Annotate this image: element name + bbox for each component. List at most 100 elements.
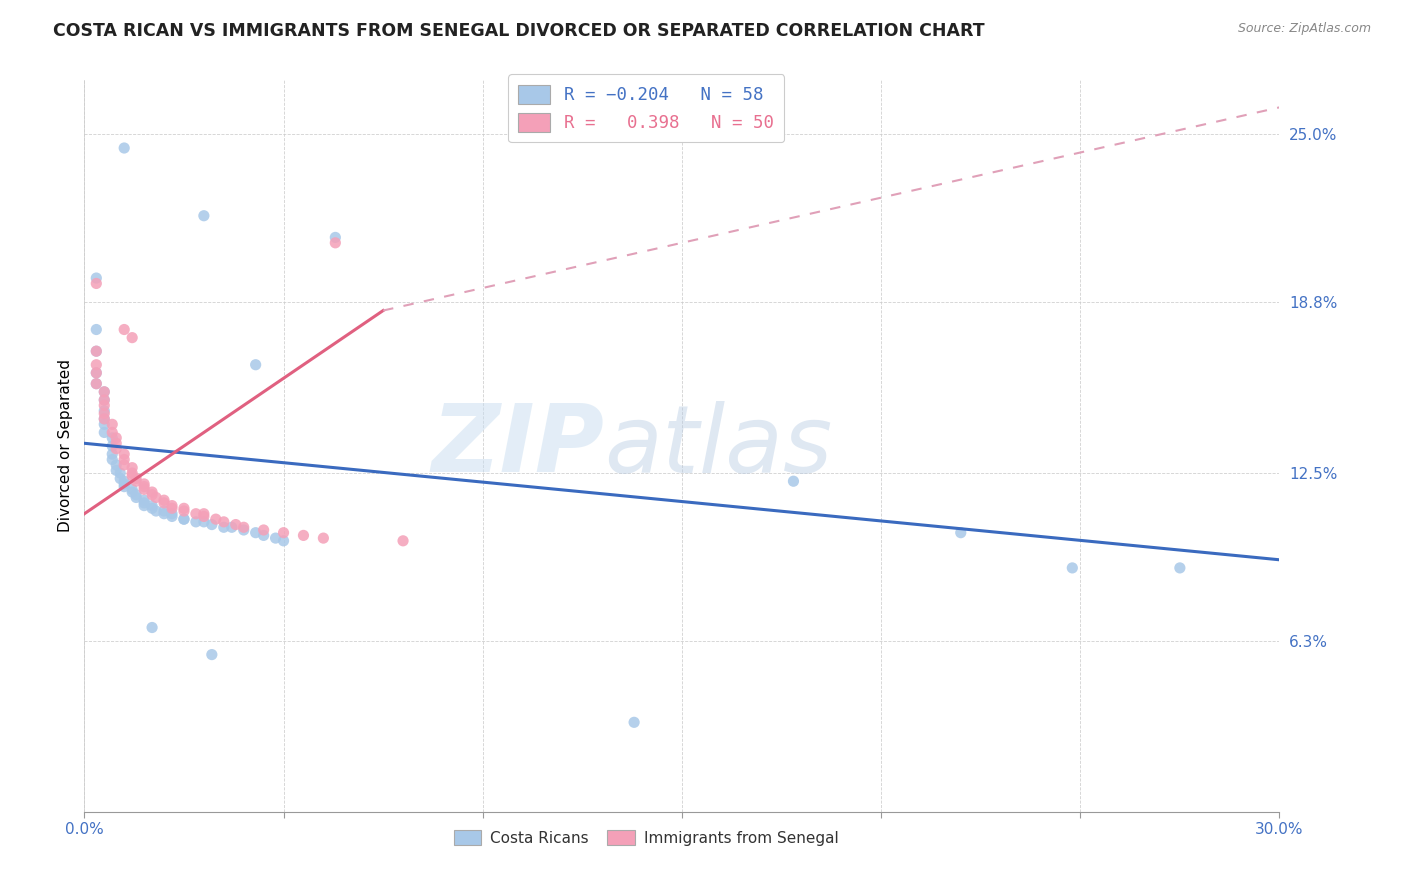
Point bbox=[112, 477, 135, 491]
Point bbox=[86, 376, 108, 391]
Point bbox=[145, 504, 167, 518]
Point bbox=[153, 504, 176, 518]
Point bbox=[160, 507, 183, 521]
Point bbox=[173, 504, 195, 518]
Point bbox=[132, 493, 156, 508]
Point bbox=[86, 344, 108, 359]
Point bbox=[93, 384, 115, 399]
Point bbox=[325, 230, 347, 244]
Point bbox=[132, 477, 156, 491]
Point bbox=[292, 528, 315, 542]
Point bbox=[101, 452, 124, 467]
Point bbox=[112, 141, 135, 155]
Point bbox=[160, 501, 183, 516]
Point bbox=[101, 439, 124, 453]
Point bbox=[623, 715, 645, 730]
Point bbox=[125, 471, 148, 485]
Point bbox=[121, 483, 143, 497]
Point bbox=[86, 376, 108, 391]
Point bbox=[132, 483, 156, 497]
Point bbox=[110, 471, 132, 485]
Point bbox=[245, 525, 267, 540]
Legend: Costa Ricans, Immigrants from Senegal: Costa Ricans, Immigrants from Senegal bbox=[447, 823, 845, 852]
Point bbox=[86, 271, 108, 285]
Point bbox=[86, 366, 108, 380]
Point bbox=[132, 480, 156, 494]
Point bbox=[1062, 561, 1084, 575]
Point bbox=[101, 447, 124, 461]
Point bbox=[173, 501, 195, 516]
Point bbox=[160, 499, 183, 513]
Point bbox=[153, 496, 176, 510]
Point bbox=[153, 493, 176, 508]
Point bbox=[110, 466, 132, 480]
Point bbox=[184, 515, 207, 529]
Point bbox=[212, 515, 235, 529]
Point bbox=[153, 507, 176, 521]
Point bbox=[232, 523, 254, 537]
Point bbox=[132, 499, 156, 513]
Point bbox=[112, 447, 135, 461]
Point bbox=[141, 499, 163, 513]
Point bbox=[253, 523, 276, 537]
Point bbox=[141, 501, 163, 516]
Point bbox=[205, 512, 228, 526]
Point bbox=[125, 474, 148, 488]
Point bbox=[101, 425, 124, 440]
Point bbox=[141, 485, 163, 500]
Point bbox=[121, 460, 143, 475]
Point bbox=[201, 517, 224, 532]
Point bbox=[141, 620, 163, 634]
Point bbox=[145, 491, 167, 505]
Point bbox=[225, 517, 247, 532]
Point bbox=[141, 488, 163, 502]
Point bbox=[193, 507, 215, 521]
Point bbox=[173, 512, 195, 526]
Point bbox=[112, 458, 135, 472]
Point bbox=[132, 496, 156, 510]
Point bbox=[949, 525, 972, 540]
Point bbox=[121, 466, 143, 480]
Point bbox=[1168, 561, 1191, 575]
Point bbox=[221, 520, 243, 534]
Point bbox=[121, 331, 143, 345]
Point bbox=[86, 344, 108, 359]
Point bbox=[93, 412, 115, 426]
Point bbox=[86, 358, 108, 372]
Point bbox=[173, 512, 195, 526]
Point bbox=[782, 474, 804, 488]
Text: COSTA RICAN VS IMMIGRANTS FROM SENEGAL DIVORCED OR SEPARATED CORRELATION CHART: COSTA RICAN VS IMMIGRANTS FROM SENEGAL D… bbox=[53, 22, 986, 40]
Point bbox=[86, 277, 108, 291]
Point bbox=[121, 485, 143, 500]
Point bbox=[86, 322, 108, 336]
Point bbox=[93, 384, 115, 399]
Point bbox=[193, 509, 215, 524]
Point bbox=[93, 392, 115, 407]
Point bbox=[93, 417, 115, 432]
Point bbox=[325, 235, 347, 250]
Point bbox=[93, 407, 115, 421]
Point bbox=[93, 412, 115, 426]
Point bbox=[184, 507, 207, 521]
Point bbox=[193, 209, 215, 223]
Point bbox=[253, 528, 276, 542]
Point bbox=[264, 531, 287, 545]
Point bbox=[93, 392, 115, 407]
Text: Source: ZipAtlas.com: Source: ZipAtlas.com bbox=[1237, 22, 1371, 36]
Point bbox=[201, 648, 224, 662]
Point bbox=[93, 398, 115, 412]
Point bbox=[125, 491, 148, 505]
Text: ZIP: ZIP bbox=[432, 400, 605, 492]
Point bbox=[93, 404, 115, 418]
Point bbox=[112, 480, 135, 494]
Point bbox=[112, 474, 135, 488]
Point bbox=[160, 509, 183, 524]
Point bbox=[392, 533, 415, 548]
Point bbox=[112, 322, 135, 336]
Point bbox=[112, 452, 135, 467]
Point bbox=[86, 366, 108, 380]
Point bbox=[93, 425, 115, 440]
Point bbox=[273, 533, 295, 548]
Point bbox=[121, 468, 143, 483]
Point bbox=[312, 531, 335, 545]
